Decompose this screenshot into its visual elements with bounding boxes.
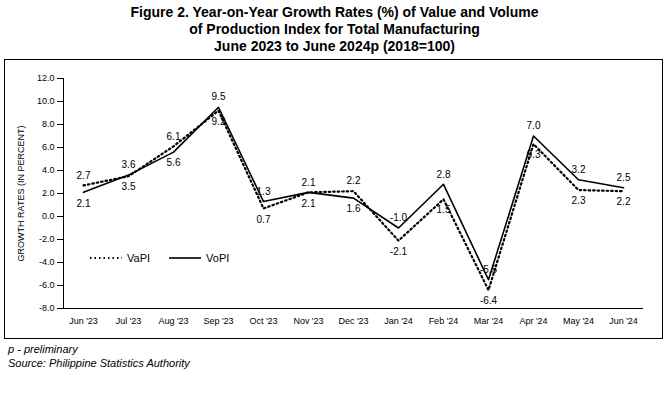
svg-text:May '24: May '24 bbox=[563, 316, 594, 326]
svg-text:-8.0: -8.0 bbox=[39, 303, 55, 313]
svg-text:-2.0: -2.0 bbox=[39, 234, 55, 244]
svg-text:1.3: 1.3 bbox=[257, 186, 271, 197]
svg-text:2.2: 2.2 bbox=[617, 196, 631, 207]
svg-text:Jul '23: Jul '23 bbox=[116, 316, 142, 326]
svg-text:-2.1: -2.1 bbox=[390, 246, 408, 257]
svg-text:9.5: 9.5 bbox=[212, 91, 226, 102]
svg-text:1.5: 1.5 bbox=[437, 204, 451, 215]
svg-text:-6.4: -6.4 bbox=[480, 295, 498, 306]
svg-text:6.1: 6.1 bbox=[167, 131, 181, 142]
svg-text:2.3: 2.3 bbox=[572, 195, 586, 206]
svg-text:Nov '23: Nov '23 bbox=[293, 316, 323, 326]
html-text:VaPI: VaPI bbox=[127, 252, 150, 264]
svg-text:5.6: 5.6 bbox=[167, 157, 181, 168]
svg-text:3.2: 3.2 bbox=[572, 164, 586, 175]
svg-text:Feb '24: Feb '24 bbox=[429, 316, 459, 326]
svg-text:3.6: 3.6 bbox=[122, 159, 136, 170]
html-text:p - preliminary: p - preliminary bbox=[8, 343, 78, 355]
html-text:June 2023 to June 2024p (2018=: June 2023 to June 2024p (2018=100) bbox=[214, 38, 455, 54]
html-text:VoPI: VoPI bbox=[206, 252, 230, 264]
svg-text:6.0: 6.0 bbox=[42, 142, 55, 152]
svg-text:Jun '23: Jun '23 bbox=[69, 316, 98, 326]
svg-text:-1.0: -1.0 bbox=[390, 212, 408, 223]
svg-text:1.6: 1.6 bbox=[347, 203, 361, 214]
svg-text:Apr '24: Apr '24 bbox=[519, 316, 547, 326]
svg-text:Oct '23: Oct '23 bbox=[249, 316, 277, 326]
svg-text:2.8: 2.8 bbox=[437, 169, 451, 180]
svg-text:2.1: 2.1 bbox=[302, 177, 316, 188]
svg-text:2.7: 2.7 bbox=[77, 170, 91, 181]
svg-text:10.0: 10.0 bbox=[37, 96, 55, 106]
svg-text:Jan '24: Jan '24 bbox=[384, 316, 413, 326]
html-text:Source: Philippine Statistics: Source: Philippine Statistics Authority bbox=[8, 357, 190, 369]
svg-text:2.1: 2.1 bbox=[77, 198, 91, 209]
svg-text:6.3: 6.3 bbox=[527, 149, 541, 160]
svg-text:0.0: 0.0 bbox=[42, 211, 55, 221]
svg-text:Mar '24: Mar '24 bbox=[474, 316, 504, 326]
svg-text:Jun '24: Jun '24 bbox=[609, 316, 638, 326]
svg-text:4.0: 4.0 bbox=[42, 165, 55, 175]
svg-text:-4.0: -4.0 bbox=[39, 257, 55, 267]
svg-text:9.2: 9.2 bbox=[212, 116, 226, 127]
svg-text:GROWTH RATES (IN PERCENT): GROWTH RATES (IN PERCENT) bbox=[16, 126, 26, 262]
svg-text:2.2: 2.2 bbox=[347, 175, 361, 186]
svg-text:-5.5: -5.5 bbox=[480, 264, 498, 275]
svg-text:7.0: 7.0 bbox=[527, 120, 541, 131]
svg-text:12.0: 12.0 bbox=[37, 73, 55, 83]
svg-text:0.7: 0.7 bbox=[257, 214, 271, 225]
svg-text:-6.0: -6.0 bbox=[39, 280, 55, 290]
svg-text:2.0: 2.0 bbox=[42, 188, 55, 198]
svg-text:Sep '23: Sep '23 bbox=[203, 316, 233, 326]
svg-text:3.5: 3.5 bbox=[122, 181, 136, 192]
html-text:Figure 2. Year-on-Year Growth: Figure 2. Year-on-Year Growth Rates (%) … bbox=[130, 4, 539, 20]
svg-text:2.1: 2.1 bbox=[302, 198, 316, 209]
svg-text:Aug '23: Aug '23 bbox=[158, 316, 188, 326]
svg-text:8.0: 8.0 bbox=[42, 119, 55, 129]
svg-text:2.5: 2.5 bbox=[617, 172, 631, 183]
svg-text:Dec '23: Dec '23 bbox=[338, 316, 368, 326]
html-text:of Production Index for Total: of Production Index for Total Manufactur… bbox=[189, 21, 480, 37]
